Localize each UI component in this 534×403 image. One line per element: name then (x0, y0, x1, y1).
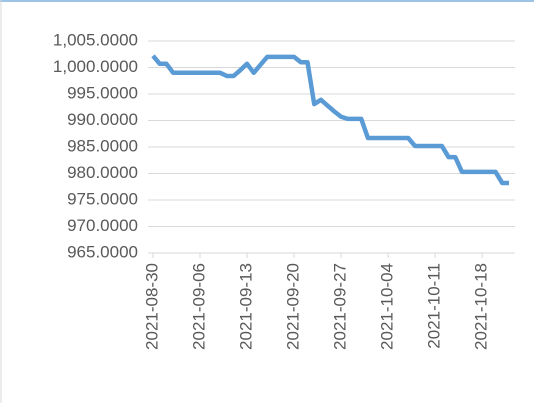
y-tick-label: 1,005.0000 (53, 30, 138, 49)
x-tick-label: 2021-09-20 (284, 263, 303, 350)
y-tick-label: 980.0000 (67, 163, 138, 182)
y-tick-label: 990.0000 (67, 110, 138, 129)
x-tick-label: 2021-08-30 (142, 263, 161, 350)
y-tick-label: 985.0000 (67, 136, 138, 155)
x-tick-label: 2021-10-04 (378, 263, 397, 350)
y-tick-label: 965.0000 (67, 242, 138, 261)
y-tick-label: 970.0000 (67, 216, 138, 235)
x-tick-label: 2021-09-13 (237, 263, 256, 350)
y-tick-label: 1,000.0000 (53, 57, 138, 76)
x-tick-label: 2021-10-11 (425, 263, 444, 349)
x-tick-label: 2021-09-06 (190, 263, 209, 350)
y-tick-label: 975.0000 (67, 189, 138, 208)
x-tick-label: 2021-09-27 (331, 263, 350, 350)
y-tick-label: 995.0000 (67, 83, 138, 102)
x-tick-label: 2021-10-18 (472, 263, 491, 350)
series-line (151, 54, 509, 186)
